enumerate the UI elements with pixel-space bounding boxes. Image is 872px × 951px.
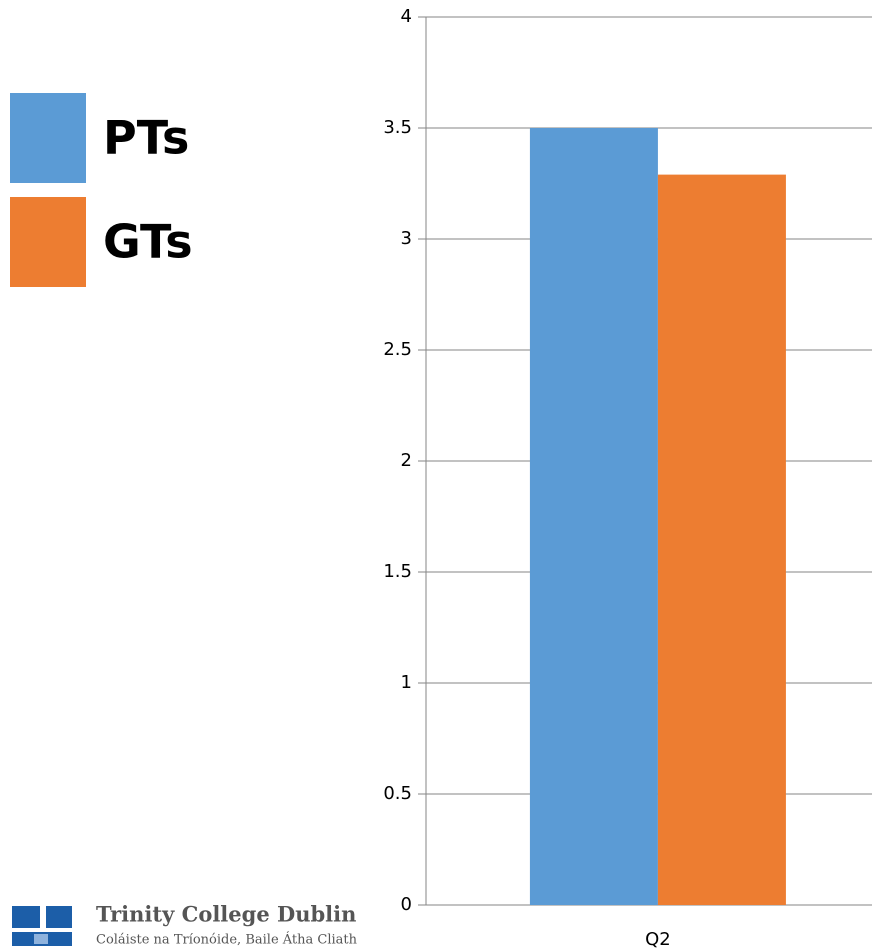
x-tick-label: Q2: [645, 929, 671, 950]
y-tick-label: 1.5: [383, 561, 412, 582]
y-tick-label: 4: [401, 6, 412, 27]
bar: [657, 174, 786, 905]
legend-swatch: [10, 197, 86, 287]
y-tick-label: 2: [401, 450, 412, 471]
logo-subtitle: Coláiste na Tríonóide, Baile Átha Cliath: [96, 932, 358, 948]
legend-label: GTs: [103, 215, 193, 269]
y-tick-label: 0: [401, 894, 412, 915]
y-tick-label: 0.5: [383, 783, 412, 804]
y-tick-label: 2.5: [383, 339, 412, 360]
logo-icon: [12, 906, 72, 946]
y-tick-label: 1: [401, 672, 412, 693]
legend-label: PTs: [103, 111, 189, 165]
legend-swatch: [10, 93, 86, 183]
y-tick-label: 3: [401, 228, 412, 249]
bar: [529, 128, 658, 905]
logo-name: Trinity College Dublin: [96, 902, 356, 927]
y-tick-label: 3.5: [383, 117, 412, 138]
